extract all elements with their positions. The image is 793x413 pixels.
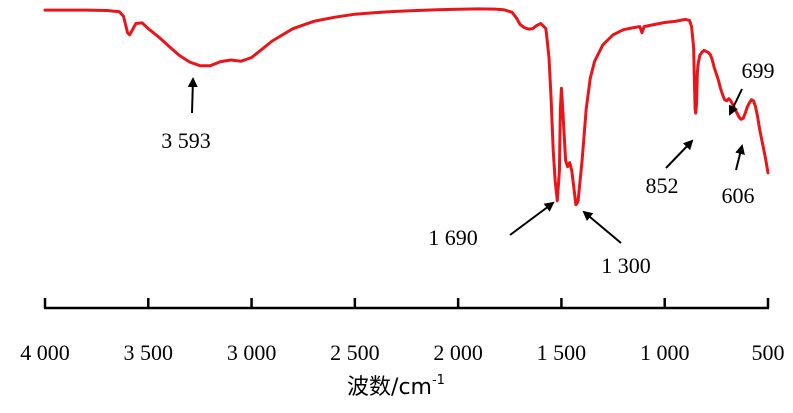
peak-label: 1 690	[428, 225, 478, 250]
peak-annotations: 3 593 1 690 1 300 852 699 606	[161, 58, 774, 278]
x-axis: 4 000 3 500 3 000 2 500 2 000 1 500 1 000 500	[20, 298, 785, 365]
plot-area	[43, 7, 770, 207]
peak-arrow	[735, 144, 745, 171]
peak-label: 699	[742, 58, 775, 83]
peak-arrow	[665, 139, 694, 169]
x-tick-label: 500	[752, 340, 785, 365]
peak-label: 852	[646, 173, 679, 198]
x-tick-label: 3 000	[227, 340, 277, 365]
peak-arrow	[728, 88, 743, 116]
peak-label: 1 300	[601, 253, 651, 278]
x-tick-label: 2 500	[330, 340, 380, 365]
peak-label: 606	[722, 183, 755, 208]
peak-label: 3 593	[161, 128, 211, 153]
x-axis-title: 波数/cm-1	[347, 373, 445, 400]
x-tick-label: 1 000	[640, 340, 690, 365]
peak-arrow	[187, 77, 198, 114]
x-tick-label: 2 000	[433, 340, 483, 365]
x-tick-label: 4 000	[20, 340, 70, 365]
spectrum-line	[43, 7, 770, 207]
peak-arrow	[509, 201, 555, 236]
x-tick-label: 1 500	[537, 340, 587, 365]
x-tick-label: 3 500	[124, 340, 174, 365]
peak-arrow	[582, 210, 622, 244]
